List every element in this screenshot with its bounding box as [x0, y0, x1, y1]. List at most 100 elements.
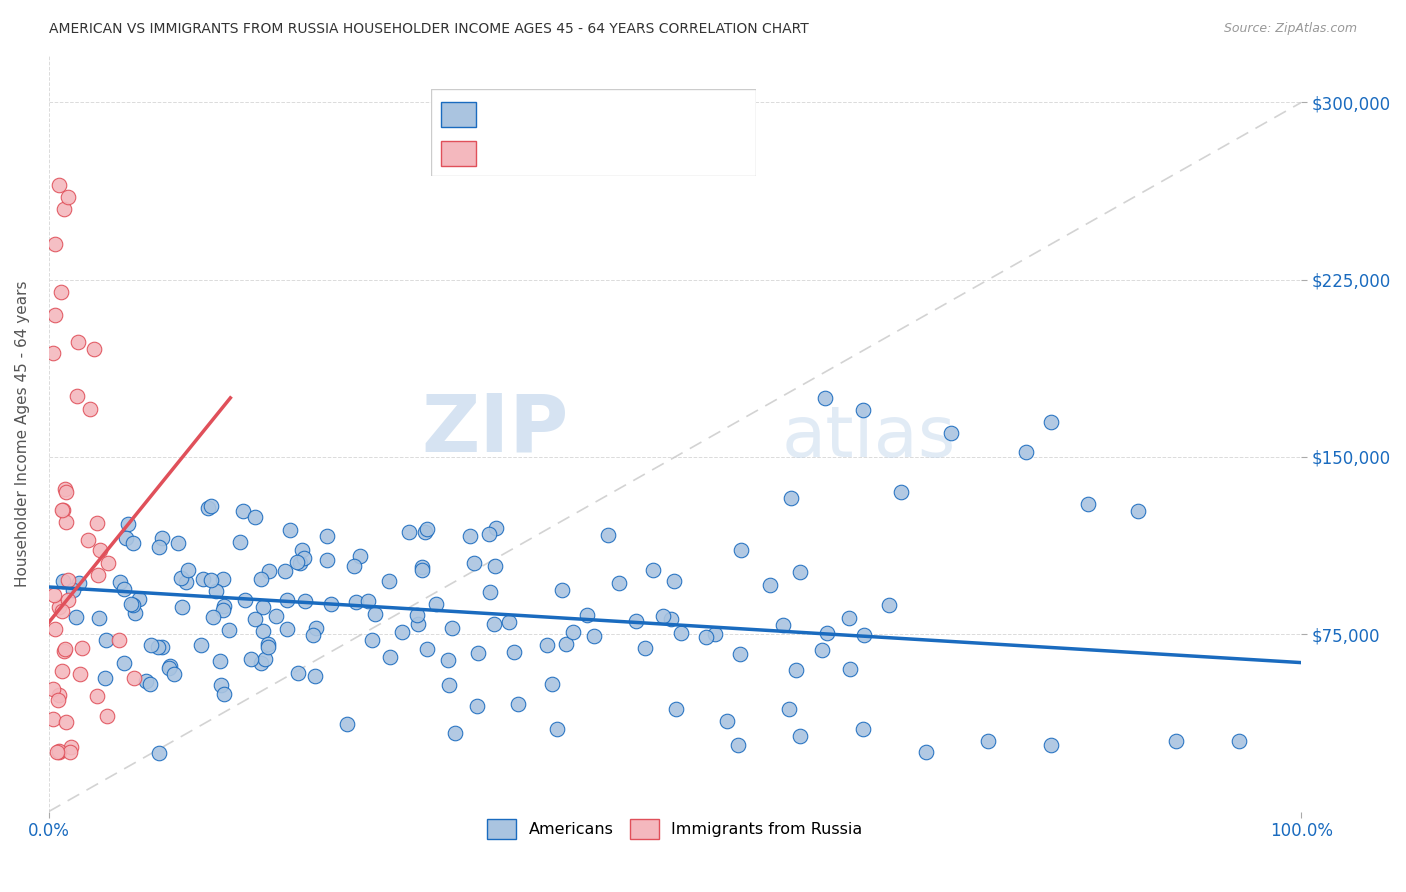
Point: [170, 599, 193, 614]
Point: [44, 588, 66, 602]
Point: [789, 729, 811, 743]
Point: [41, 712, 63, 726]
Point: [478, 585, 501, 599]
Point: [695, 630, 717, 644]
Point: [391, 625, 413, 640]
Point: [148, 746, 170, 760]
Point: [364, 607, 387, 621]
Point: [44, 237, 66, 252]
Point: [321, 597, 343, 611]
Point: [250, 572, 273, 586]
Point: [256, 637, 278, 651]
Point: [292, 550, 315, 565]
Point: [280, 523, 302, 537]
Point: [444, 725, 467, 739]
Point: [200, 573, 222, 587]
Point: [56, 592, 79, 607]
Point: [53, 482, 76, 496]
Point: [914, 746, 936, 760]
Point: [212, 687, 235, 701]
Point: [56, 574, 79, 588]
Point: [467, 646, 489, 660]
Point: [503, 645, 526, 659]
Point: [53, 641, 76, 656]
Point: [256, 640, 278, 654]
Point: [264, 608, 287, 623]
Point: [232, 503, 254, 517]
Point: [139, 677, 162, 691]
Point: [212, 599, 235, 613]
Point: [211, 678, 233, 692]
Point: [1227, 733, 1250, 747]
Point: [759, 577, 782, 591]
Point: [124, 671, 146, 685]
Point: [458, 529, 481, 543]
Point: [779, 491, 801, 506]
Point: [233, 592, 256, 607]
Point: [148, 540, 170, 554]
Point: [209, 654, 232, 668]
Text: ZIP: ZIP: [422, 391, 568, 468]
Point: [316, 529, 339, 543]
Point: [624, 614, 647, 628]
Point: [1015, 445, 1038, 459]
Text: Source: ZipAtlas.com: Source: ZipAtlas.com: [1223, 22, 1357, 36]
Point: [51, 503, 73, 517]
Point: [197, 500, 219, 515]
Point: [108, 574, 131, 589]
Point: [704, 626, 727, 640]
Point: [83, 342, 105, 356]
Point: [727, 739, 749, 753]
Point: [200, 500, 222, 514]
Point: [157, 661, 180, 675]
Point: [536, 638, 558, 652]
Point: [294, 594, 316, 608]
Point: [287, 555, 309, 569]
Point: [276, 593, 298, 607]
Point: [361, 633, 384, 648]
Point: [51, 604, 73, 618]
Point: [413, 525, 436, 540]
Point: [159, 659, 181, 673]
Point: [122, 598, 145, 612]
Point: [852, 402, 875, 417]
Point: [62, 582, 84, 597]
Point: [212, 603, 235, 617]
Point: [243, 612, 266, 626]
Point: [562, 624, 585, 639]
Point: [114, 532, 136, 546]
Point: [305, 621, 328, 635]
Point: [42, 345, 65, 359]
Point: [1128, 504, 1150, 518]
Point: [48, 688, 70, 702]
Point: [498, 615, 520, 630]
Point: [89, 610, 111, 624]
Point: [441, 621, 464, 635]
Point: [51, 665, 73, 679]
Point: [634, 640, 657, 655]
Point: [65, 609, 87, 624]
Point: [66, 389, 89, 403]
Point: [239, 652, 262, 666]
Point: [276, 623, 298, 637]
Point: [204, 583, 226, 598]
Text: atlas: atlas: [782, 402, 956, 472]
Point: [716, 714, 738, 728]
Point: [1039, 415, 1062, 429]
Point: [596, 528, 619, 542]
Point: [67, 576, 90, 591]
Point: [177, 563, 200, 577]
Point: [253, 652, 276, 666]
Point: [89, 543, 111, 558]
Point: [287, 666, 309, 681]
Point: [86, 689, 108, 703]
Point: [117, 516, 139, 531]
Point: [651, 608, 673, 623]
Point: [170, 571, 193, 585]
Point: [778, 701, 800, 715]
Point: [1164, 733, 1187, 747]
Point: [416, 522, 439, 536]
Point: [79, 401, 101, 416]
Point: [52, 503, 75, 517]
Point: [148, 640, 170, 655]
